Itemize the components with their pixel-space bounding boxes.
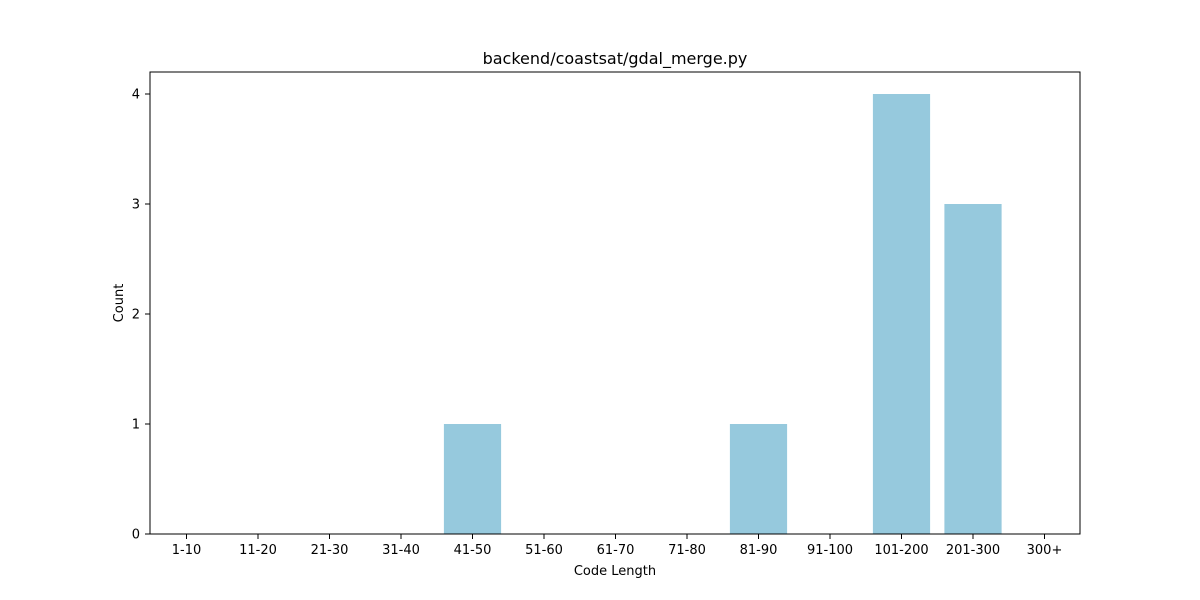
y-tick-label: 3 bbox=[132, 198, 140, 213]
x-tick-label: 21-30 bbox=[311, 543, 349, 558]
y-tick-label: 0 bbox=[132, 528, 140, 543]
bars-layer bbox=[444, 94, 1002, 534]
x-tick-label: 71-80 bbox=[668, 543, 706, 558]
y-tick-label: 1 bbox=[132, 418, 140, 433]
plot-frame bbox=[150, 72, 1080, 534]
x-tick-label: 201-300 bbox=[946, 543, 1000, 558]
x-tick-label: 300+ bbox=[1027, 543, 1063, 558]
y-tick-label: 4 bbox=[132, 88, 140, 103]
x-tick-label: 61-70 bbox=[597, 543, 635, 558]
x-tick-label: 31-40 bbox=[382, 543, 420, 558]
x-tick-label: 11-20 bbox=[239, 543, 277, 558]
y-axis-label: Count bbox=[112, 284, 127, 323]
bar-201-300 bbox=[944, 204, 1001, 534]
x-tick-label: 1-10 bbox=[172, 543, 202, 558]
x-tick-label: 41-50 bbox=[454, 543, 492, 558]
y-tick-label: 2 bbox=[132, 308, 140, 323]
y-axis-ticks: 0 1 2 3 4 bbox=[132, 88, 150, 543]
x-tick-label: 91-100 bbox=[807, 543, 853, 558]
x-axis-label: Code Length bbox=[574, 564, 656, 579]
x-tick-label: 51-60 bbox=[525, 543, 563, 558]
bar-81-90 bbox=[730, 424, 787, 534]
x-tick-label: 101-200 bbox=[874, 543, 928, 558]
chart-title: backend/coastsat/gdal_merge.py bbox=[483, 49, 748, 69]
x-tick-label: 81-90 bbox=[740, 543, 778, 558]
x-axis-ticks: 1-10 11-20 21-30 31-40 41-50 51-60 61-70 71-80 8… bbox=[172, 534, 1063, 558]
bar-101-200 bbox=[873, 94, 930, 534]
bar-41-50 bbox=[444, 424, 501, 534]
